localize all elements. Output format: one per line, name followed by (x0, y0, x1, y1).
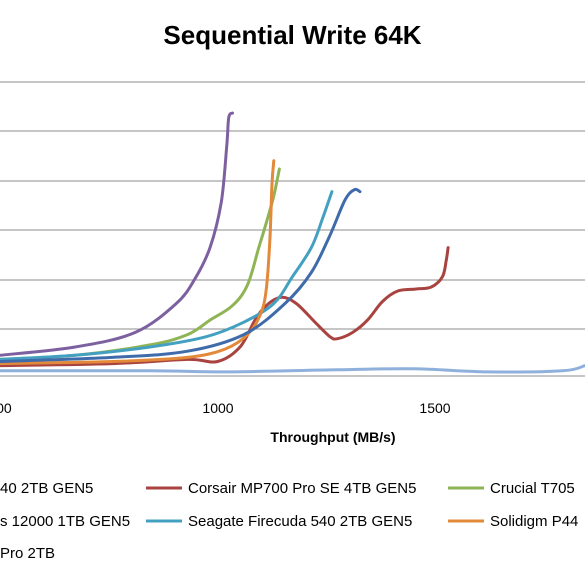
chart-title: Sequential Write 64K (163, 20, 422, 50)
legend-label: 40 2TB GEN5 (0, 480, 93, 497)
x-tick-label: 1000 (202, 400, 233, 416)
legend-label: Solidigm P44 (490, 513, 578, 530)
x-tick-label: 500 (0, 400, 12, 416)
legend-label: s 12000 1TB GEN5 (0, 513, 130, 530)
series-line-7 (0, 364, 585, 374)
series-line-6 (0, 187, 362, 363)
series-line-3 (0, 190, 334, 361)
series-line-5 (0, 111, 234, 357)
x-tick-label: 1500 (419, 400, 450, 416)
x-axis-title: Throughput (MB/s) (270, 429, 395, 445)
legend-label: Seagate Firecuda 540 2TB GEN5 (188, 513, 412, 530)
legend-label: Crucial T705 (490, 480, 575, 497)
legend-label: Corsair MP700 Pro SE 4TB GEN5 (188, 480, 416, 497)
series-line-1 (0, 246, 450, 368)
legend-label: Pro 2TB (0, 545, 55, 562)
